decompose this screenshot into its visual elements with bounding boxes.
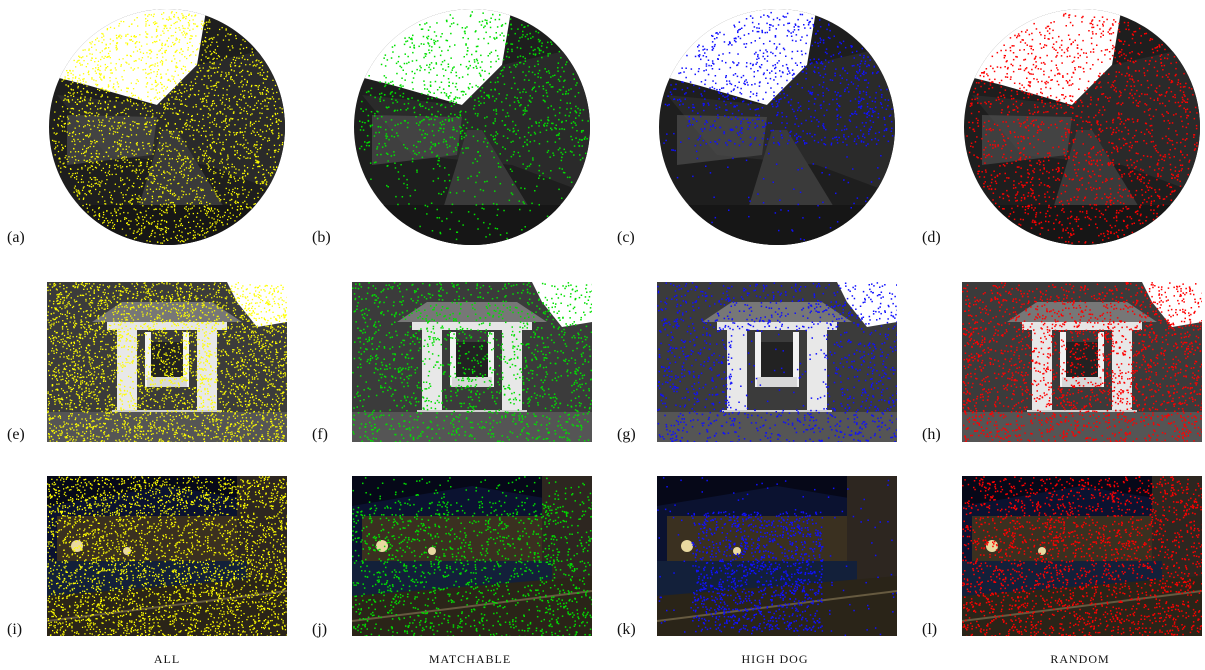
panel-image-l xyxy=(962,476,1202,636)
panel-image-h xyxy=(962,282,1202,442)
panel-image-g xyxy=(657,282,897,442)
panel-label-k: (k) xyxy=(617,622,636,638)
column-label-random: RANDOM xyxy=(980,652,1180,667)
column-label-high-dog: HIGH DOG xyxy=(675,652,875,667)
panel-image-a xyxy=(47,5,287,245)
panel-image-k xyxy=(657,476,897,636)
panel-image-c xyxy=(657,5,897,245)
column-label-all: ALL xyxy=(67,652,267,667)
panel-label-g: (g) xyxy=(617,427,636,443)
panel-label-b: (b) xyxy=(312,230,331,246)
panel-label-d: (d) xyxy=(922,230,941,246)
panel-label-l: (l) xyxy=(922,622,937,638)
panel-label-f: (f) xyxy=(312,427,328,443)
panel-image-d xyxy=(962,5,1202,245)
panel-label-i: (i) xyxy=(7,622,22,638)
panel-label-c: (c) xyxy=(617,230,635,246)
panel-image-e xyxy=(47,282,287,442)
panel-image-f xyxy=(352,282,592,442)
panel-label-e: (e) xyxy=(7,427,25,443)
column-label-matchable: MATCHABLE xyxy=(370,652,570,667)
panel-label-j: (j) xyxy=(312,622,327,638)
panel-image-j xyxy=(352,476,592,636)
panel-image-b xyxy=(352,5,592,245)
panel-label-h: (h) xyxy=(922,427,941,443)
panel-image-i xyxy=(47,476,287,636)
panel-label-a: (a) xyxy=(7,230,25,246)
